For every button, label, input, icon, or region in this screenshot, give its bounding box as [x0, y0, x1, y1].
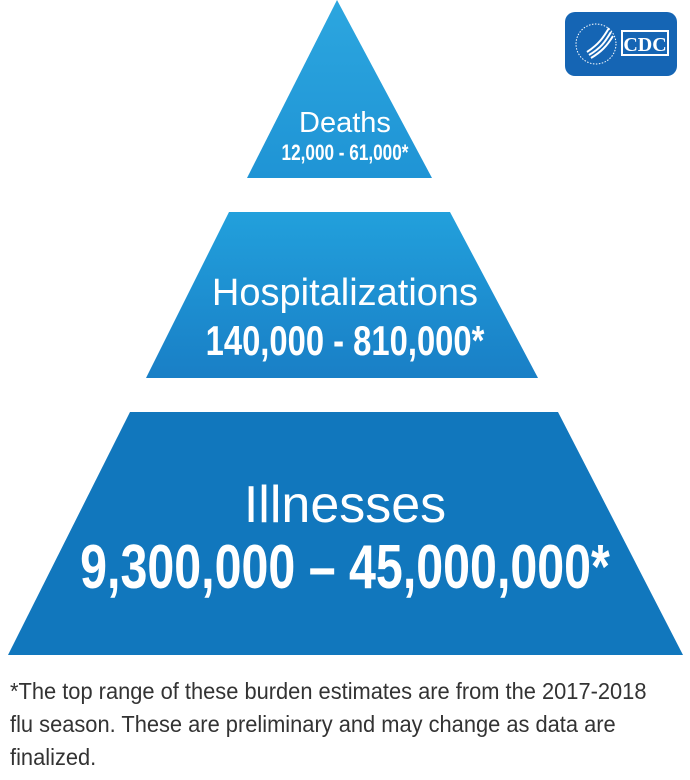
- hhs-eagle-icon: [575, 23, 617, 65]
- tier-deaths: Deaths 12,000 - 61,000*: [0, 106, 690, 166]
- cdc-logo-text: CDC: [621, 30, 669, 56]
- tier-hospitalizations-range: 140,000 - 810,000*: [205, 317, 485, 364]
- tier-deaths-shape: [247, 0, 432, 178]
- tier-illnesses-name: Illnesses: [243, 476, 447, 534]
- tier-illnesses-range: 9,300,000 – 45,000,000*: [80, 533, 610, 602]
- tier-illnesses-shape: [8, 412, 683, 655]
- pyramid: [8, 0, 683, 655]
- tier-illnesses: Illnesses 9,300,000 – 45,000,000*: [0, 475, 690, 601]
- tier-hospitalizations-shape: [146, 212, 538, 378]
- tier-hospitalizations: Hospitalizations 140,000 - 810,000*: [0, 270, 690, 366]
- tier-deaths-name: Deaths: [299, 107, 391, 139]
- tier-deaths-range: 12,000 - 61,000*: [281, 140, 409, 165]
- footnote: *The top range of these burden estimates…: [10, 678, 647, 770]
- cdc-logo: CDC: [565, 12, 677, 76]
- tier-hospitalizations-name: Hospitalizations: [211, 272, 479, 314]
